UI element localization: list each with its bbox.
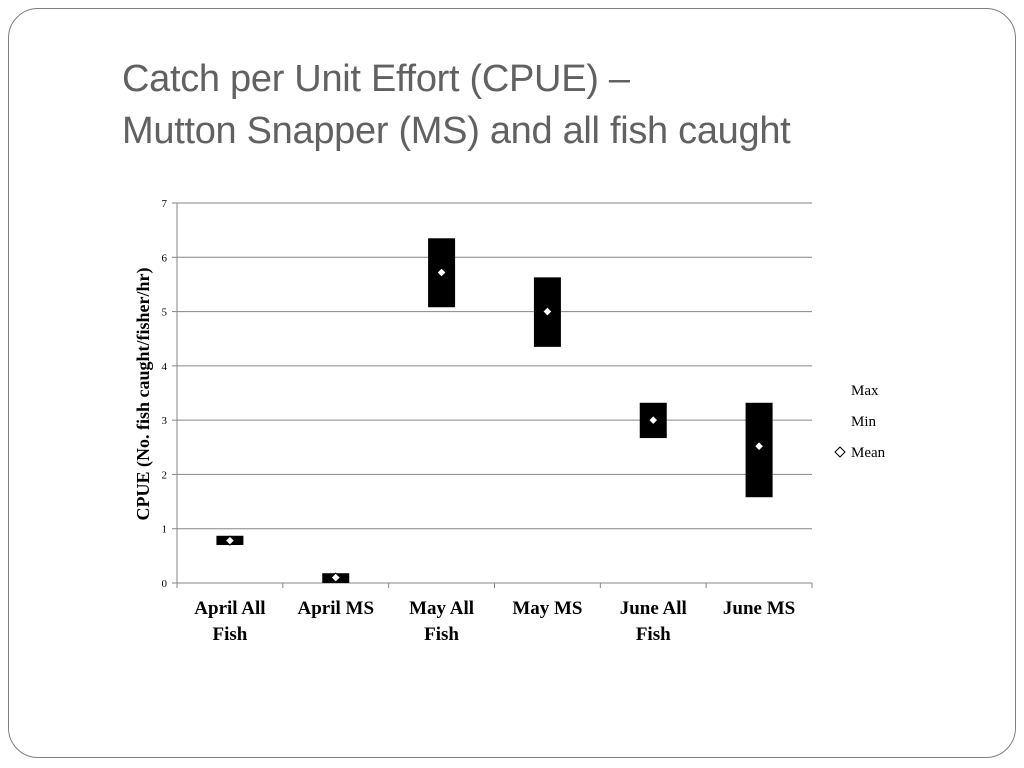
- slide-title-line-1: Catch per Unit Effort (CPUE) –: [122, 58, 630, 100]
- axes: [172, 202, 813, 588]
- x-category-label-line: May All: [409, 598, 474, 619]
- x-category-label-line: Fish: [636, 624, 671, 645]
- y-tick-label: 5: [162, 307, 168, 319]
- y-axis-label: CPUE (No. fish caught/fisher/hr): [133, 268, 154, 521]
- x-category-label: June MS: [723, 598, 795, 619]
- mean-marker: [648, 414, 659, 426]
- y-tick-label: 1: [162, 524, 168, 536]
- y-tick-label: 6: [162, 252, 168, 264]
- y-tick-label: 2: [162, 469, 168, 481]
- x-category-label-line: Fish: [212, 624, 247, 645]
- slide-title: Catch per Unit Effort (CPUE) – Mutton Sn…: [122, 53, 982, 157]
- legend-entry: Min: [851, 414, 877, 430]
- range-bars: [216, 238, 773, 583]
- legend-entry: Max: [851, 383, 879, 399]
- x-category-label-line: May MS: [512, 598, 582, 619]
- x-category-label-line: Fish: [424, 624, 459, 645]
- x-category-label: May MS: [512, 598, 582, 619]
- x-category-label: June All Fish: [620, 598, 687, 645]
- x-category-label-line: June All: [620, 598, 687, 619]
- x-category-labels: April All Fish April MS May All Fish May MS Ju…: [194, 598, 795, 645]
- slide-frame: Catch per Unit Effort (CPUE) – Mutton Sn…: [8, 8, 1016, 758]
- mean-marker: [330, 572, 341, 583]
- x-category-label: April MS: [297, 598, 374, 619]
- y-tick-label: 4: [162, 361, 168, 373]
- mean-marker: [542, 306, 553, 317]
- gridlines: [177, 202, 812, 530]
- mean-marker: [224, 535, 236, 546]
- legend-entry: Mean: [851, 445, 886, 461]
- x-category-label-line: April MS: [297, 598, 374, 619]
- mean-marker: [436, 267, 447, 278]
- mean-markers: [224, 267, 765, 583]
- x-category-label-line: April All: [194, 598, 265, 619]
- slide-title-line-2: Mutton Snapper (MS) and all fish caught: [122, 110, 791, 152]
- y-tick-label: 3: [162, 415, 168, 427]
- legend-mean-marker: [834, 446, 846, 458]
- mean-marker: [753, 440, 765, 452]
- x-category-label: May All Fish: [409, 598, 474, 645]
- y-tick-label: 7: [162, 198, 168, 210]
- x-category-label-line: June MS: [723, 598, 795, 619]
- y-tick-labels: 0 1 2 3 4 5 6 7: [162, 198, 168, 590]
- y-tick-label: 0: [162, 578, 168, 590]
- x-category-label: April All Fish: [194, 598, 265, 645]
- legend: Max Min Mean: [834, 383, 886, 461]
